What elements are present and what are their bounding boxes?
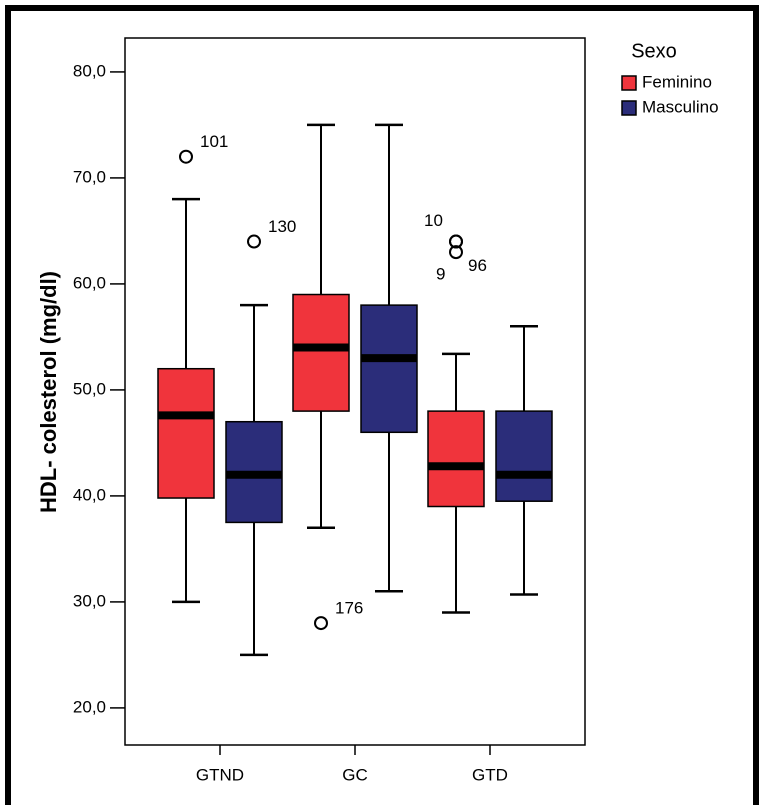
legend-title: Sexo xyxy=(631,40,677,62)
legend-swatch xyxy=(621,100,637,116)
outlier xyxy=(449,245,463,260)
outlier-label: 130 xyxy=(268,217,296,236)
outlier xyxy=(179,149,193,164)
y-tick-label: 30,0 xyxy=(73,591,106,610)
y-tick-label: 70,0 xyxy=(73,167,106,186)
y-tick-label: 60,0 xyxy=(73,273,106,292)
box xyxy=(157,367,215,499)
x-tick-label: GTND xyxy=(196,765,244,784)
box xyxy=(292,293,350,412)
frame-right xyxy=(753,5,759,805)
box xyxy=(495,410,553,502)
x-tick-label: GC xyxy=(342,765,368,784)
y-tick-label: 80,0 xyxy=(73,61,106,80)
frame-top xyxy=(5,5,759,11)
outlier xyxy=(247,234,261,249)
y-axis-label: HDL- colesterol (mg/dl) xyxy=(36,271,61,513)
outlier-label: 96 xyxy=(468,256,487,275)
legend-swatch xyxy=(621,75,637,91)
legend-label: Feminino xyxy=(642,72,712,91)
y-tick-label: 50,0 xyxy=(73,379,106,398)
outlier-label: 176 xyxy=(335,599,363,618)
outlier xyxy=(449,234,463,249)
box xyxy=(360,304,418,434)
y-tick-label: 20,0 xyxy=(73,697,106,716)
frame-left xyxy=(5,5,11,805)
outlier-label: 10 xyxy=(424,211,443,230)
box xyxy=(427,410,485,508)
outlier-label: 9 xyxy=(436,265,445,284)
y-tick-label: 40,0 xyxy=(73,485,106,504)
outlier-label: 101 xyxy=(200,132,228,151)
outlier xyxy=(314,616,328,631)
x-tick-label: GTD xyxy=(472,765,508,784)
legend-label: Masculino xyxy=(642,97,719,116)
